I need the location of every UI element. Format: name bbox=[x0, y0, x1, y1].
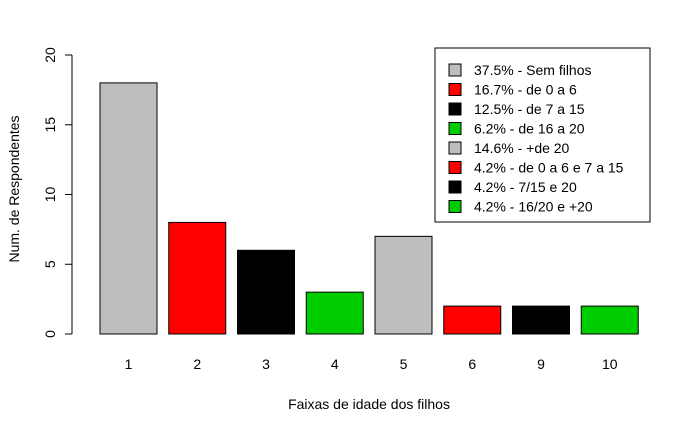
x-tick-label: 1 bbox=[125, 356, 133, 372]
x-tick-label: 10 bbox=[602, 356, 618, 372]
x-tick-label: 6 bbox=[468, 356, 476, 372]
legend-swatch bbox=[448, 141, 462, 155]
x-tick-labels: 1 2 3 4 5 6 9 10 bbox=[125, 356, 618, 372]
legend-swatch bbox=[448, 122, 462, 135]
legend-label: 14.6% - +de 20 bbox=[474, 140, 570, 156]
legend-label: 6.2% - de 16 a 20 bbox=[474, 121, 585, 137]
bar bbox=[99, 82, 158, 335]
x-tick-label: 9 bbox=[537, 356, 545, 372]
legend-swatch bbox=[448, 63, 462, 77]
legend-swatch bbox=[448, 161, 462, 174]
legend-swatch bbox=[448, 102, 462, 116]
y-tick-label: 0 bbox=[42, 330, 58, 338]
legend-label: 16.7% - de 0 a 6 bbox=[474, 82, 577, 98]
legend-label: 37.5% - Sem filhos bbox=[474, 62, 592, 78]
bar bbox=[168, 221, 227, 335]
bar bbox=[443, 305, 502, 335]
y-axis-title: Num. de Respondentes bbox=[6, 115, 22, 262]
legend-box bbox=[434, 47, 651, 223]
y-tick-label: 20 bbox=[42, 47, 58, 63]
bar bbox=[237, 249, 295, 335]
y-tick-label: 5 bbox=[42, 260, 58, 268]
y-tick-label: 15 bbox=[42, 117, 58, 133]
legend: 37.5% - Sem filhos 16.7% - de 0 a 6 12.5% … bbox=[434, 47, 651, 223]
x-tick-label: 5 bbox=[400, 356, 408, 372]
y-axis: 0 5 10 15 20 bbox=[42, 47, 73, 338]
bars bbox=[99, 82, 639, 335]
bar bbox=[512, 305, 570, 335]
legend-label: 4.2% - 16/20 e +20 bbox=[474, 199, 593, 215]
x-tick-label: 4 bbox=[331, 356, 339, 372]
bar bbox=[580, 305, 639, 335]
x-tick-label: 3 bbox=[262, 356, 270, 372]
x-tick-label: 2 bbox=[193, 356, 201, 372]
y-tick-label: 10 bbox=[42, 187, 58, 203]
bar bbox=[374, 235, 433, 335]
legend-label: 12.5% - de 7 a 15 bbox=[474, 101, 585, 117]
legend-swatch bbox=[448, 83, 462, 96]
legend-label: 4.2% - 7/15 e 20 bbox=[474, 179, 577, 195]
legend-swatch bbox=[448, 200, 462, 213]
bar bbox=[305, 291, 364, 335]
legend-label: 4.2% - de 0 a 6 e 7 a 15 bbox=[474, 160, 624, 176]
legend-swatch bbox=[448, 180, 462, 194]
x-axis-title: Faixas de idade dos filhos bbox=[288, 396, 450, 412]
